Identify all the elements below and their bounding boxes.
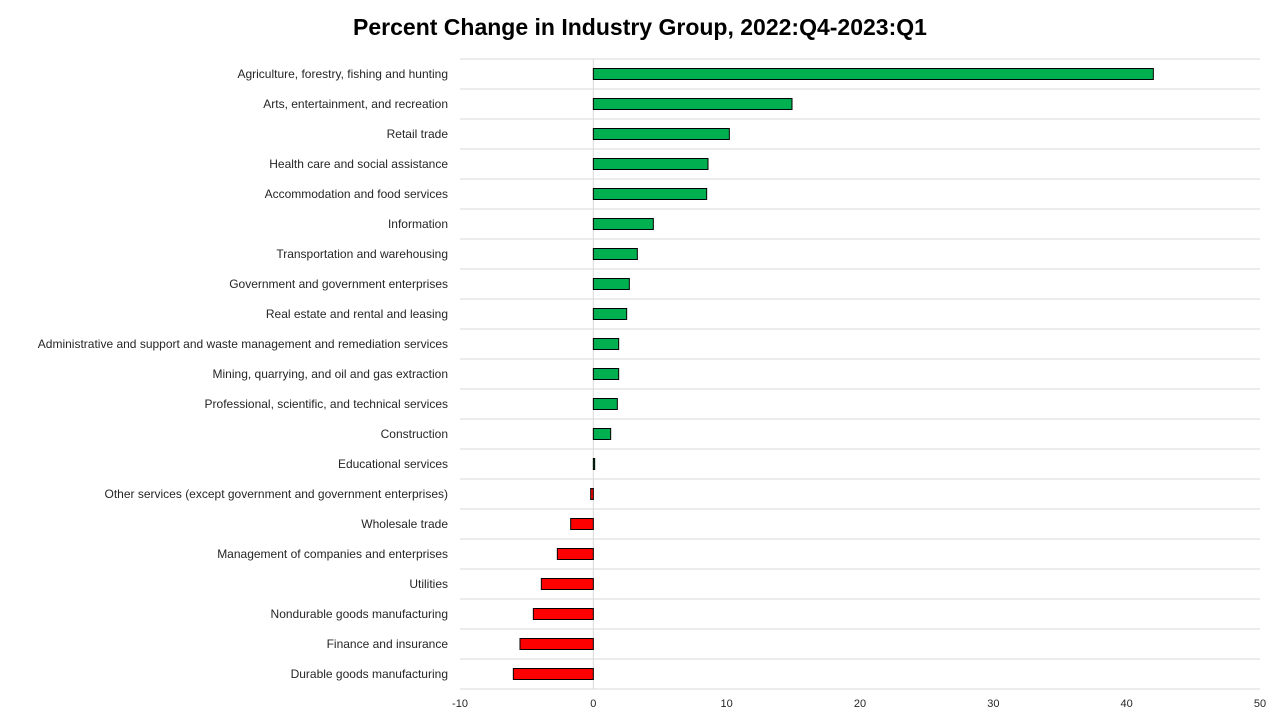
x-tick-label: 30 [987,698,999,710]
category-label: Health care and social assistance [269,157,448,171]
category-label: Construction [381,427,448,441]
bar [592,428,612,440]
category-label: Management of companies and enterprises [217,547,448,561]
bar [592,128,730,140]
category-label: Wholesale trade [361,517,448,531]
x-tick-label: 50 [1254,698,1266,710]
category-label: Durable goods manufacturing [291,667,448,681]
bar [592,248,638,260]
x-tick-label: 10 [721,698,733,710]
bar [592,188,708,200]
x-tick-label: -10 [452,698,468,710]
x-tick-label: 40 [1121,698,1133,710]
category-label: Nondurable goods manufacturing [271,607,448,621]
x-tick-label: 0 [590,698,596,710]
bar [592,308,628,320]
chart-title: Percent Change in Industry Group, 2022:Q… [353,14,927,40]
bar [592,158,709,170]
bar [592,338,620,350]
bar [592,458,596,470]
category-label: Utilities [409,577,448,591]
bar [590,488,594,500]
category-label: Arts, entertainment, and recreation [263,97,448,111]
category-label: Information [388,217,448,231]
bar [532,608,594,620]
category-label: Mining, quarrying, and oil and gas extra… [213,367,448,381]
bar [556,548,594,560]
category-label: Transportation and warehousing [276,247,448,261]
category-label: Accommodation and food services [265,187,448,201]
bar [592,98,793,110]
category-label: Real estate and rental and leasing [266,307,448,321]
category-label: Government and government enterprises [229,277,448,291]
category-label: Retail trade [387,127,449,141]
bar [592,398,618,410]
category-label: Finance and insurance [327,637,449,651]
category-label: Educational services [338,457,448,471]
bar [519,638,594,650]
category-label: Administrative and support and waste man… [38,337,448,351]
bar [592,68,1154,80]
bar [570,518,594,530]
bar [592,278,630,290]
category-label: Agriculture, forestry, fishing and hunti… [237,67,448,81]
category-label: Professional, scientific, and technical … [205,397,448,411]
bar [512,668,594,680]
x-tick-label: 20 [854,698,866,710]
bar [592,218,654,230]
bar [592,368,620,380]
bar [540,578,594,590]
category-label: Other services (except government and go… [105,487,449,501]
